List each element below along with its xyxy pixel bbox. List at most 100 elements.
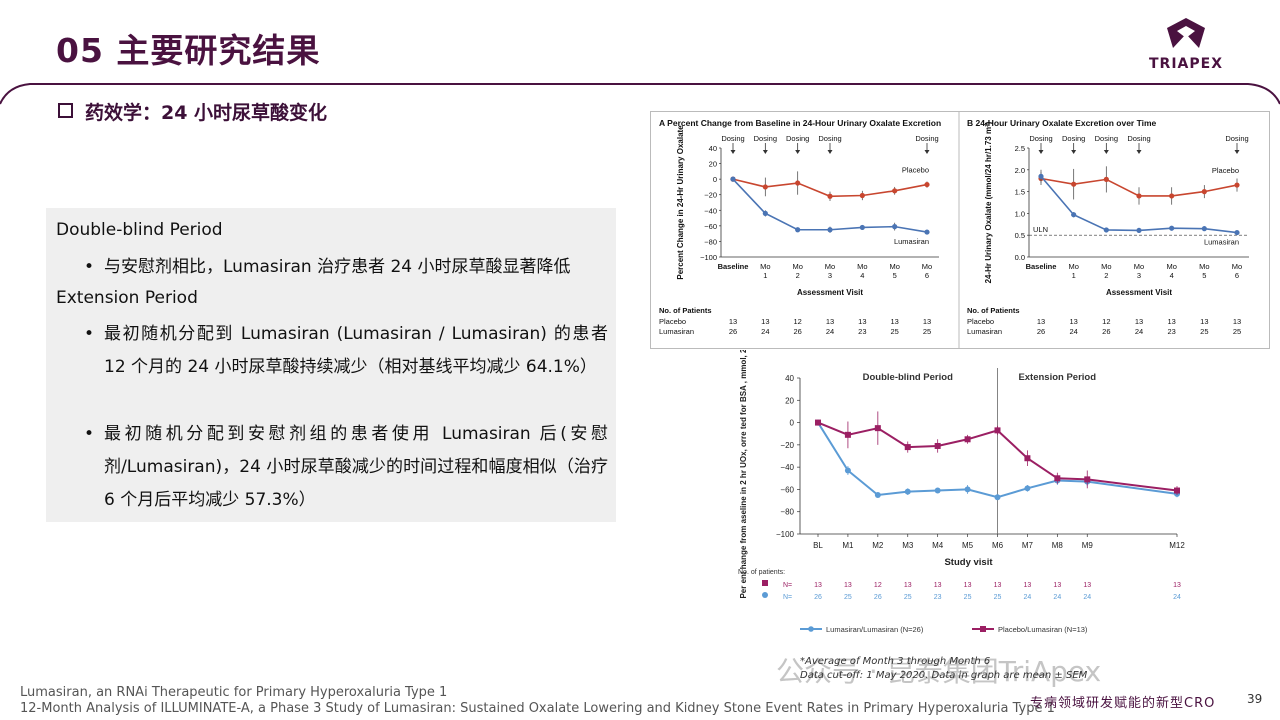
patients-count: 13 — [1173, 582, 1181, 589]
patients-count: 13 — [1053, 582, 1061, 589]
patients-count: 26 — [1037, 327, 1045, 336]
dosing-label: Dosing — [1062, 134, 1085, 143]
patients-row-label: N= — [783, 582, 792, 589]
patients-count: 13 — [729, 317, 737, 326]
y-tick-label: 1.0 — [1015, 209, 1025, 218]
figure-12-month: 40 20 0 −20 −40 −60 −80 −100 Per ent hange from … — [650, 313, 1210, 654]
legend-label: Lumasiran/Lumasiran (N=26) — [826, 625, 924, 634]
series-label: Placebo — [1212, 166, 1239, 175]
x-tick-label: 5 — [1202, 271, 1206, 280]
data-point — [904, 444, 911, 451]
x-tick-label: 5 — [893, 271, 897, 280]
dosing-label: Dosing — [786, 134, 809, 143]
x-axis-label: Assessment Visit — [797, 288, 863, 297]
patients-count: 26 — [874, 594, 882, 601]
patients-count: 12 — [874, 582, 882, 589]
data-point — [795, 180, 801, 186]
data-point — [994, 494, 1001, 501]
patients-count: 13 — [844, 582, 852, 589]
footnote-2: Data cut-off: 1 May 2020. Data in graph … — [800, 670, 1088, 681]
data-point — [1169, 193, 1175, 199]
patients-count: 25 — [994, 594, 1002, 601]
patients-count: 12 — [1102, 317, 1110, 326]
y-tick-label: −60 — [780, 485, 794, 494]
dosing-label: Dosing — [915, 134, 938, 143]
data-point — [844, 431, 851, 438]
dosing-arrowhead — [795, 150, 801, 154]
x-tick-label: Mo — [792, 262, 802, 271]
x-tick-label: 3 — [828, 271, 832, 280]
bullet-extension-placebo: • 最初随机分配到安慰剂组的患者使用 Lumasiran 后(安慰剂/Lumas… — [84, 418, 608, 517]
data-point — [827, 227, 833, 233]
legend-marker — [762, 580, 768, 586]
data-point — [1201, 189, 1207, 195]
patients-count: 13 — [1233, 317, 1241, 326]
x-tick-label: M9 — [1082, 541, 1094, 550]
patients-count: 13 — [904, 582, 912, 589]
section-subtitle: 药效学：24 小时尿草酸变化 — [58, 98, 327, 125]
series-line — [732, 178, 928, 233]
x-tick-label: 4 — [860, 271, 864, 280]
bullet-double-blind: • 与安慰剂相比，Lumasiran 治疗患者 24 小时尿草酸显著降低 — [84, 251, 608, 284]
dosing-label: Dosing — [721, 134, 744, 143]
panel-title: B 24-Hour Urinary Oxalate Excretion over… — [967, 118, 1157, 128]
series-label: Placebo — [902, 166, 929, 175]
patients-count: 26 — [814, 594, 822, 601]
patients-heading: No. of Patients — [659, 306, 712, 315]
data-point — [1054, 475, 1061, 482]
patients-count: 25 — [923, 327, 931, 336]
data-point — [964, 436, 971, 443]
data-point — [762, 210, 768, 216]
patients-count: 24 — [1135, 327, 1143, 336]
logo-text: TRIAPEX — [1149, 56, 1223, 72]
patients-count: 25 — [964, 594, 972, 601]
data-point — [874, 425, 881, 432]
dosing-arrowhead — [762, 150, 768, 154]
y-tick-label: 2.0 — [1015, 166, 1025, 175]
y-tick-label: 40 — [785, 374, 794, 383]
x-tick-label: 4 — [1170, 271, 1174, 280]
x-tick-label: M12 — [1169, 541, 1185, 550]
data-point — [859, 224, 865, 231]
patients-count: 24 — [1173, 594, 1181, 601]
y-tick-label: −60 — [704, 222, 717, 231]
data-point — [892, 188, 898, 194]
data-point — [1201, 226, 1207, 232]
data-point — [924, 229, 930, 235]
data-point — [1136, 227, 1142, 234]
y-tick-label: 0 — [790, 419, 795, 428]
patients-heading: No. of patients: — [738, 569, 785, 576]
patients-count: 13 — [858, 317, 866, 326]
figure-footnotes: *Average of Month 3 through Month 6 Data… — [800, 655, 1087, 683]
patients-row-label: Lumasiran — [967, 327, 1002, 336]
bullet-text: 与安慰剂相比，Lumasiran 治疗患者 24 小时尿草酸显著降低 — [104, 257, 571, 277]
y-tick-label: −20 — [780, 441, 794, 450]
data-point — [964, 486, 971, 493]
data-point — [1103, 176, 1109, 182]
watermark-text: 公众号 · 昆泰集团TriApex — [776, 655, 1102, 688]
bullet-text: 最初随机分配到安慰剂组的患者使用 Lumasiran 后(安慰剂/Lumasir… — [104, 424, 608, 510]
patients-row-label: Placebo — [967, 317, 994, 326]
patients-heading: No. of Patients — [967, 306, 1020, 315]
footer-slogan: 专病领域研发赋能的新型CRO — [1030, 696, 1216, 711]
y-tick-label: 20 — [709, 160, 717, 169]
patients-count: 13 — [1083, 582, 1091, 589]
patients-count: 25 — [904, 594, 912, 601]
y-tick-label: −100 — [700, 253, 717, 262]
data-point — [874, 492, 881, 498]
x-tick-label: M7 — [1022, 541, 1034, 550]
dosing-arrowhead — [1103, 150, 1109, 154]
dosing-arrowhead — [1234, 150, 1240, 154]
patients-count: 23 — [1167, 327, 1175, 336]
x-tick-label: Baseline — [1026, 262, 1057, 271]
patients-count: 13 — [1135, 317, 1143, 326]
series-label: Lumasiran — [1204, 238, 1239, 247]
patients-count: 25 — [1200, 327, 1208, 336]
legend-label: Placebo/Lumasiran (N=13) — [998, 625, 1088, 634]
data-point — [1234, 229, 1240, 236]
panel-title: A Percent Change from Baseline in 24-Hou… — [659, 118, 941, 128]
data-point — [1234, 182, 1240, 188]
patients-count: 13 — [761, 317, 769, 326]
dosing-label: Dosing — [1029, 134, 1052, 143]
patients-count: 24 — [1083, 594, 1091, 601]
